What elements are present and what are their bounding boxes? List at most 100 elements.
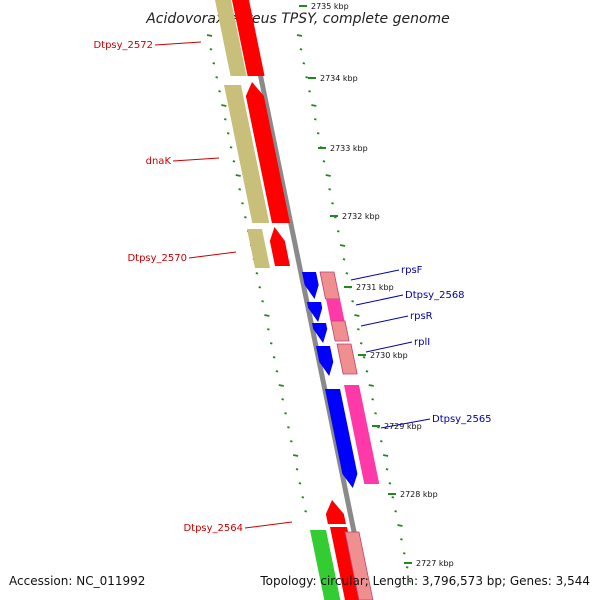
- tick-left-0: [206, 34, 213, 37]
- tick-right-14: [336, 230, 340, 233]
- leader-dnak: [172, 157, 220, 162]
- ruler-label-4: 2731 kbp: [356, 283, 394, 292]
- tick-right-13: [334, 216, 337, 219]
- gene-labels: Dtpsy_2572 dnaK Dtpsy_2570 Dtpsy_2564 rpsF Dt…: [93, 40, 491, 534]
- ruler-label-5: 2730 kbp: [370, 351, 408, 360]
- feature-green: [310, 530, 341, 600]
- tick-right-23: [362, 356, 366, 359]
- tick-right-15: [339, 244, 346, 247]
- tick-right-26: [371, 398, 375, 401]
- feature-dnak: [245, 82, 290, 223]
- ruler-label-8: 2727 kbp: [416, 559, 454, 568]
- kbp-ruler: 2735 kbp 2734 kbp 2733 kbp 2732 kbp 2731 kbp…: [299, 2, 454, 568]
- tick-right-34: [394, 510, 398, 513]
- ruler-label-1: 2734 kbp: [320, 74, 358, 83]
- tick-right-29: [379, 440, 383, 443]
- tick-left-17: [255, 272, 259, 275]
- tick-right-7: [316, 132, 320, 135]
- genome-backbone: [242, 0, 371, 600]
- tick-right-11: [328, 188, 332, 191]
- tick-right-6: [313, 118, 317, 121]
- feature-cds-2564: [330, 527, 362, 600]
- tick-right-37: [402, 552, 406, 555]
- ruler-label-6: 2729 kbp: [384, 422, 422, 431]
- feature-rpli-light: [336, 343, 358, 375]
- tick-right-35: [397, 524, 403, 527]
- ruler-label-3: 2732 kbp: [342, 212, 380, 221]
- tick-right-5: [311, 104, 317, 107]
- feature-rpsf-light: [319, 271, 341, 300]
- tick-right-21: [357, 328, 360, 331]
- tick-right-20: [354, 314, 360, 317]
- tick-left-12: [241, 202, 244, 205]
- tick-right-16: [342, 258, 346, 261]
- label-dtpsy_2572: Dtpsy_2572: [93, 40, 153, 51]
- feature-cds-2572: [232, 0, 265, 76]
- feature-rpli: [316, 346, 334, 376]
- accession-text: Accession: NC_011992: [9, 574, 146, 588]
- feature-dtpsy-2565: [325, 389, 358, 488]
- feature-cds-2570: [269, 227, 290, 266]
- feature-rpsr: [312, 323, 328, 343]
- label-dtpsy_2570: Dtpsy_2570: [127, 253, 187, 264]
- label-dnak: dnaK: [146, 156, 172, 167]
- tick-left-30: [292, 454, 299, 457]
- tick-marks: [206, 34, 412, 583]
- tick-right-4: [308, 90, 311, 93]
- tick-right-19: [351, 300, 354, 303]
- tick-left-25: [278, 384, 284, 387]
- map-title: Acidovorax ebreus TPSY, complete genome: [145, 11, 450, 27]
- gene-features: [215, 0, 380, 600]
- tick-left-21: [267, 328, 270, 331]
- tick-left-18: [258, 286, 262, 289]
- tick-left-22: [269, 342, 273, 345]
- tick-left-24: [275, 370, 279, 373]
- tick-right-12: [331, 202, 334, 205]
- tick-left-19: [261, 300, 264, 303]
- tick-left-6: [223, 118, 227, 121]
- tick-left-3: [215, 76, 219, 79]
- feature-dtpsy-2570: [247, 229, 270, 268]
- tick-right-36: [400, 538, 403, 541]
- tick-left-2: [212, 62, 216, 65]
- tick-left-31: [295, 468, 299, 471]
- tick-right-30: [382, 454, 389, 457]
- label-dtpsy_2565: Dtpsy_2565: [432, 414, 492, 425]
- tick-left-28: [287, 426, 290, 429]
- feature-dnak-rna: [224, 85, 270, 223]
- tick-left-29: [289, 440, 293, 443]
- tick-left-27: [284, 412, 287, 415]
- tick-left-20: [264, 314, 270, 317]
- tick-right-27: [374, 412, 377, 415]
- tick-left-5: [221, 104, 227, 107]
- tick-left-11: [238, 188, 242, 191]
- tick-right-2: [302, 62, 306, 65]
- feature-dtpsy-2572: [215, 0, 247, 76]
- tick-right-33: [391, 496, 395, 499]
- tick-left-26: [281, 398, 285, 401]
- tick-right-17: [345, 272, 349, 275]
- tick-right-9: [322, 160, 326, 163]
- tick-left-4: [218, 90, 221, 93]
- tick-left-9: [232, 160, 236, 163]
- tick-left-1: [209, 48, 213, 51]
- leader-rpsr: [360, 315, 409, 327]
- tick-right-39: [408, 580, 412, 583]
- feature-rpsf: [302, 272, 319, 299]
- tick-left-7: [226, 132, 230, 135]
- leader-dtpsy_2572: [154, 41, 202, 46]
- feature-rpsr-light: [330, 320, 350, 342]
- ruler-label-7: 2728 kbp: [400, 490, 438, 499]
- tick-left-13: [244, 216, 247, 219]
- feature-dtpsy-2568: [307, 302, 323, 322]
- tick-right-22: [359, 342, 363, 345]
- tick-right-3: [305, 76, 309, 79]
- tick-right-25: [368, 384, 374, 387]
- tick-right-24: [365, 370, 369, 373]
- leader-dtpsy_2565: [380, 418, 431, 429]
- tick-left-10: [235, 174, 241, 177]
- label-dtpsy_2568: Dtpsy_2568: [405, 290, 465, 301]
- label-dtpsy_2564: Dtpsy_2564: [183, 523, 243, 534]
- tick-left-8: [229, 146, 233, 149]
